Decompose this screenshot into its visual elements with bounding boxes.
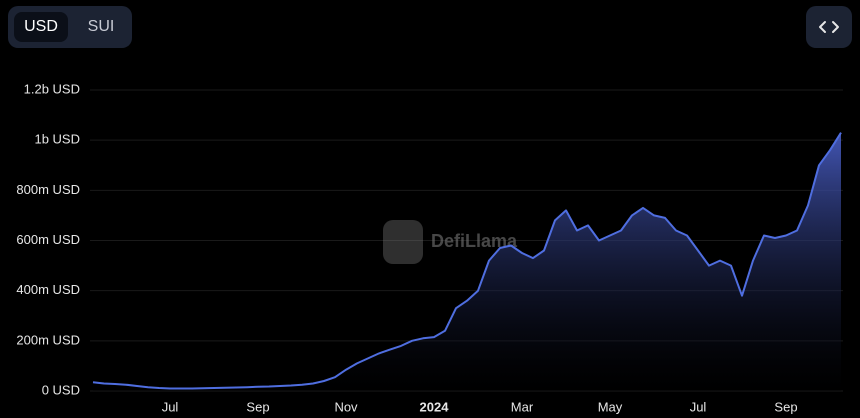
toggle-option[interactable]: USD [14,12,68,42]
currency-toggle: USD SUI [8,6,132,48]
x-tick-label: Jul [162,399,179,414]
line [92,132,842,390]
embed-icon [819,21,839,33]
y-tick-label: 600m USD [16,232,80,247]
x-tick-label: May [598,399,623,414]
x-tick-label: Nov [334,399,358,414]
y-tick-label: 200m USD [16,332,80,347]
toggle-option[interactable]: SUI [87,18,115,35]
x-tick-label: Mar [511,399,534,414]
y-tick-label: 400m USD [16,282,80,297]
y-tick-label: 0 USD [42,382,80,397]
x-tick-label: 2024 [420,399,450,414]
x-tick-label: Sep [246,399,269,414]
y-tick-label: 1b USD [34,132,80,147]
area [93,132,841,391]
watermark-logo [383,220,423,264]
y-tick-label: 800m USD [16,182,80,197]
embed-button[interactable] [806,6,852,48]
x-tick-label: Jul [690,399,707,414]
y-tick-label: 1.2b USD [24,81,80,96]
x-tick-label: Sep [774,399,797,414]
watermark: DefiLlama [431,231,518,251]
